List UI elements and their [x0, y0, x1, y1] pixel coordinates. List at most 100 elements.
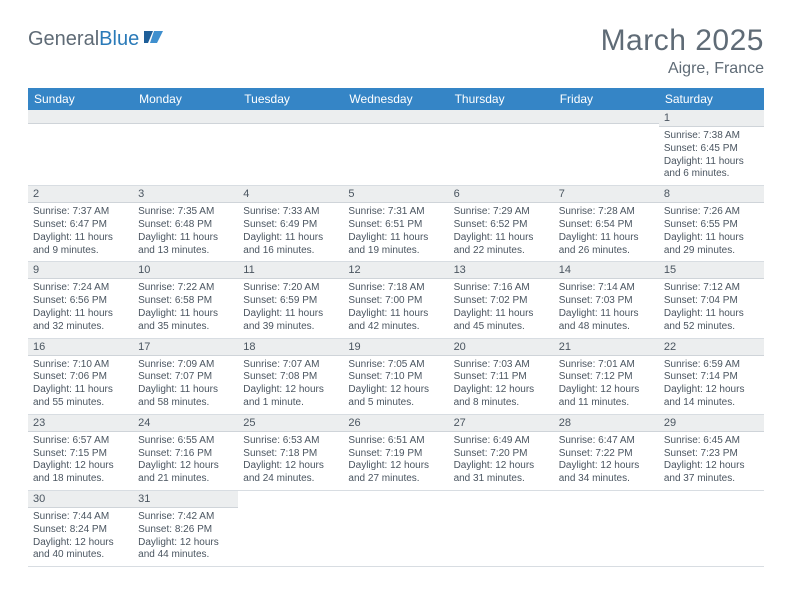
logo-text-2: Blue: [99, 28, 139, 51]
logo-text-1: General: [28, 28, 99, 51]
day-number: 21: [554, 339, 659, 356]
day-number: 18: [238, 339, 343, 356]
cell-details: Sunrise: 7:24 AMSunset: 6:56 PMDaylight:…: [28, 279, 133, 337]
cell-details: Sunrise: 7:35 AMSunset: 6:48 PMDaylight:…: [133, 203, 238, 261]
weekday-header: Monday: [133, 88, 238, 110]
day-number: 29: [659, 415, 764, 432]
day-number: 4: [238, 186, 343, 203]
calendar-cell: 10Sunrise: 7:22 AMSunset: 6:58 PMDayligh…: [133, 262, 238, 338]
day-number: 22: [659, 339, 764, 356]
calendar-cell: 9Sunrise: 7:24 AMSunset: 6:56 PMDaylight…: [28, 262, 133, 338]
logo: GeneralBlue: [28, 24, 165, 51]
day-number: 20: [449, 339, 554, 356]
day-number: 12: [343, 262, 448, 279]
calendar-cell: 29Sunrise: 6:45 AMSunset: 7:23 PMDayligh…: [659, 414, 764, 490]
calendar-cell: [343, 110, 448, 186]
calendar-cell: 28Sunrise: 6:47 AMSunset: 7:22 PMDayligh…: [554, 414, 659, 490]
cell-details: Sunrise: 6:55 AMSunset: 7:16 PMDaylight:…: [133, 432, 238, 490]
day-number: 8: [659, 186, 764, 203]
calendar-cell: 22Sunrise: 6:59 AMSunset: 7:14 PMDayligh…: [659, 338, 764, 414]
cell-details: Sunrise: 7:01 AMSunset: 7:12 PMDaylight:…: [554, 356, 659, 414]
calendar-cell: [554, 490, 659, 566]
calendar-cell: 25Sunrise: 6:53 AMSunset: 7:18 PMDayligh…: [238, 414, 343, 490]
calendar-cell: 24Sunrise: 6:55 AMSunset: 7:16 PMDayligh…: [133, 414, 238, 490]
cell-details: Sunrise: 7:03 AMSunset: 7:11 PMDaylight:…: [449, 356, 554, 414]
cell-details: Sunrise: 6:53 AMSunset: 7:18 PMDaylight:…: [238, 432, 343, 490]
calendar-table: SundayMondayTuesdayWednesdayThursdayFrid…: [28, 88, 764, 567]
weekday-header: Tuesday: [238, 88, 343, 110]
calendar-cell: [238, 110, 343, 186]
day-number: 14: [554, 262, 659, 279]
day-number: 7: [554, 186, 659, 203]
day-number: 5: [343, 186, 448, 203]
cell-details: Sunrise: 7:05 AMSunset: 7:10 PMDaylight:…: [343, 356, 448, 414]
cell-details: Sunrise: 7:37 AMSunset: 6:47 PMDaylight:…: [28, 203, 133, 261]
calendar-row: 23Sunrise: 6:57 AMSunset: 7:15 PMDayligh…: [28, 414, 764, 490]
cell-details: Sunrise: 6:49 AMSunset: 7:20 PMDaylight:…: [449, 432, 554, 490]
day-number: 28: [554, 415, 659, 432]
cell-details: Sunrise: 7:44 AMSunset: 8:24 PMDaylight:…: [28, 508, 133, 566]
header: GeneralBlue March 2025 Aigre, France: [28, 24, 764, 78]
cell-details: Sunrise: 6:45 AMSunset: 7:23 PMDaylight:…: [659, 432, 764, 490]
weekday-header-row: SundayMondayTuesdayWednesdayThursdayFrid…: [28, 88, 764, 110]
cell-details: Sunrise: 7:42 AMSunset: 8:26 PMDaylight:…: [133, 508, 238, 566]
weekday-header: Thursday: [449, 88, 554, 110]
calendar-cell: 12Sunrise: 7:18 AMSunset: 7:00 PMDayligh…: [343, 262, 448, 338]
calendar-cell: [554, 110, 659, 186]
calendar-row: 16Sunrise: 7:10 AMSunset: 7:06 PMDayligh…: [28, 338, 764, 414]
calendar-cell: 18Sunrise: 7:07 AMSunset: 7:08 PMDayligh…: [238, 338, 343, 414]
cell-details: Sunrise: 7:33 AMSunset: 6:49 PMDaylight:…: [238, 203, 343, 261]
day-number: 11: [238, 262, 343, 279]
flag-icon: [143, 28, 165, 51]
calendar-cell: 1Sunrise: 7:38 AMSunset: 6:45 PMDaylight…: [659, 110, 764, 186]
cell-details: Sunrise: 6:59 AMSunset: 7:14 PMDaylight:…: [659, 356, 764, 414]
day-number: 31: [133, 491, 238, 508]
day-number: 2: [28, 186, 133, 203]
day-number: 1: [659, 110, 764, 127]
cell-details: Sunrise: 7:20 AMSunset: 6:59 PMDaylight:…: [238, 279, 343, 337]
empty-bar: [343, 110, 448, 124]
day-number: 17: [133, 339, 238, 356]
empty-bar: [554, 110, 659, 124]
empty-bar: [133, 110, 238, 124]
calendar-cell: 20Sunrise: 7:03 AMSunset: 7:11 PMDayligh…: [449, 338, 554, 414]
calendar-cell: 26Sunrise: 6:51 AMSunset: 7:19 PMDayligh…: [343, 414, 448, 490]
day-number: 10: [133, 262, 238, 279]
title-block: March 2025 Aigre, France: [601, 24, 764, 78]
calendar-cell: 30Sunrise: 7:44 AMSunset: 8:24 PMDayligh…: [28, 490, 133, 566]
calendar-row: 9Sunrise: 7:24 AMSunset: 6:56 PMDaylight…: [28, 262, 764, 338]
day-number: 15: [659, 262, 764, 279]
weekday-header: Friday: [554, 88, 659, 110]
calendar-cell: [659, 490, 764, 566]
cell-details: Sunrise: 7:09 AMSunset: 7:07 PMDaylight:…: [133, 356, 238, 414]
cell-details: Sunrise: 7:10 AMSunset: 7:06 PMDaylight:…: [28, 356, 133, 414]
calendar-cell: [449, 110, 554, 186]
calendar-cell: 14Sunrise: 7:14 AMSunset: 7:03 PMDayligh…: [554, 262, 659, 338]
cell-details: Sunrise: 7:18 AMSunset: 7:00 PMDaylight:…: [343, 279, 448, 337]
cell-details: Sunrise: 7:12 AMSunset: 7:04 PMDaylight:…: [659, 279, 764, 337]
weekday-header: Sunday: [28, 88, 133, 110]
day-number: 26: [343, 415, 448, 432]
empty-bar: [28, 110, 133, 124]
calendar-cell: [449, 490, 554, 566]
day-number: 16: [28, 339, 133, 356]
calendar-cell: 6Sunrise: 7:29 AMSunset: 6:52 PMDaylight…: [449, 186, 554, 262]
calendar-cell: 16Sunrise: 7:10 AMSunset: 7:06 PMDayligh…: [28, 338, 133, 414]
weekday-header: Saturday: [659, 88, 764, 110]
calendar-cell: [343, 490, 448, 566]
cell-details: Sunrise: 7:29 AMSunset: 6:52 PMDaylight:…: [449, 203, 554, 261]
cell-details: Sunrise: 7:28 AMSunset: 6:54 PMDaylight:…: [554, 203, 659, 261]
location: Aigre, France: [601, 60, 764, 78]
day-number: 30: [28, 491, 133, 508]
cell-details: Sunrise: 7:22 AMSunset: 6:58 PMDaylight:…: [133, 279, 238, 337]
cell-details: Sunrise: 7:26 AMSunset: 6:55 PMDaylight:…: [659, 203, 764, 261]
day-number: 23: [28, 415, 133, 432]
calendar-body: 1Sunrise: 7:38 AMSunset: 6:45 PMDaylight…: [28, 110, 764, 567]
weekday-header: Wednesday: [343, 88, 448, 110]
cell-details: Sunrise: 7:16 AMSunset: 7:02 PMDaylight:…: [449, 279, 554, 337]
day-number: 3: [133, 186, 238, 203]
calendar-row: 30Sunrise: 7:44 AMSunset: 8:24 PMDayligh…: [28, 490, 764, 566]
day-number: 27: [449, 415, 554, 432]
calendar-cell: 17Sunrise: 7:09 AMSunset: 7:07 PMDayligh…: [133, 338, 238, 414]
calendar-cell: 15Sunrise: 7:12 AMSunset: 7:04 PMDayligh…: [659, 262, 764, 338]
